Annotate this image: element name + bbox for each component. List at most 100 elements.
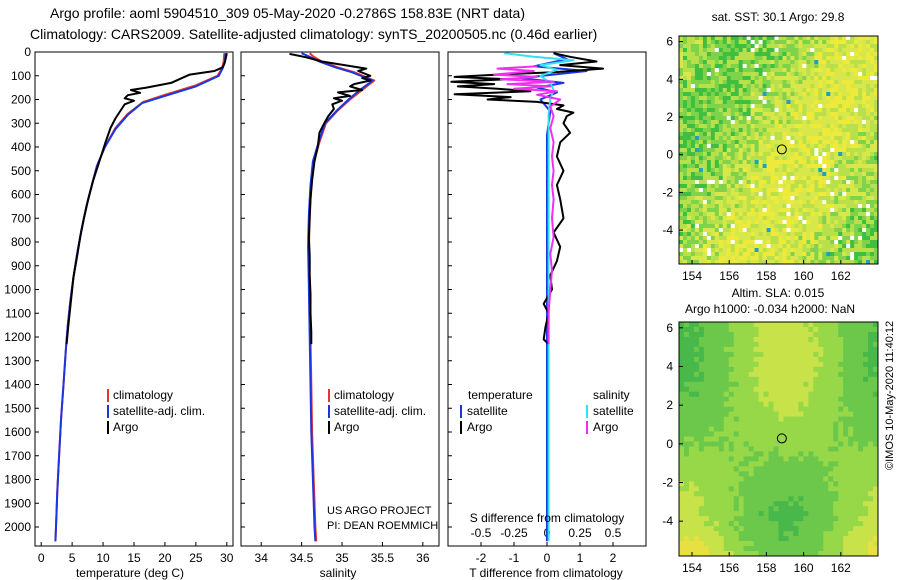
heatmap-cell: [868, 441, 874, 447]
map-y-tick-label: 6: [666, 35, 673, 49]
heatmap-cell: [848, 421, 854, 427]
legend-temperature-title: temperature: [468, 388, 533, 402]
heatmap-cell: [738, 168, 744, 173]
heatmap-cell: [706, 124, 712, 129]
heatmap-cell: [854, 96, 859, 101]
heatmap-cell: [722, 240, 728, 245]
heatmap-cell: [838, 421, 844, 427]
heatmap-cell: [726, 152, 732, 157]
heatmap-cell: [726, 100, 732, 105]
heatmap-cell: [754, 252, 759, 257]
heatmap-cell: [738, 40, 744, 45]
heatmap-cell: [708, 411, 715, 417]
heatmap-cell: [830, 44, 835, 49]
heatmap-cell: [862, 144, 867, 149]
heatmap-cell: [734, 184, 740, 189]
heatmap-cell: [814, 148, 819, 153]
heatmap-cell: [848, 331, 854, 338]
heatmap-cell: [730, 204, 736, 209]
heatmap-cell: [793, 326, 799, 333]
heatmap-cell: [782, 124, 787, 129]
heatmap-cell: [842, 248, 847, 253]
heatmap-cell: [703, 491, 710, 497]
heatmap-cell: [703, 536, 710, 542]
heatmap-cell: [798, 541, 804, 547]
heatmap-cell: [790, 116, 795, 121]
heatmap-cell: [733, 451, 740, 457]
heatmap-cell: [758, 426, 764, 432]
heatmap-cell: [753, 331, 760, 338]
heatmap-cell: [826, 128, 831, 133]
y-tick-label: 1800: [4, 473, 31, 487]
heatmap-cell: [823, 386, 829, 393]
heatmap-cell: [766, 172, 771, 177]
heatmap-cell: [862, 152, 867, 157]
heatmap-cell: [826, 188, 831, 193]
heatmap-cell: [758, 521, 764, 527]
heatmap-cell: [693, 386, 700, 393]
heatmap-cell: [798, 431, 804, 437]
heatmap-cell: [690, 184, 696, 189]
heatmap-cell: [786, 248, 791, 253]
heatmap-cell: [863, 471, 869, 477]
heatmap-cell: [698, 156, 704, 161]
heatmap-cell: [766, 140, 771, 145]
heatmap-cell: [733, 406, 740, 413]
heatmap-cell: [790, 188, 795, 193]
heatmap-cell: [818, 391, 824, 398]
heatmap-cell: [742, 172, 748, 177]
heatmap-cell: [748, 491, 755, 497]
heatmap-cell: [703, 421, 710, 427]
heatmap-cell: [683, 461, 690, 467]
heatmap-cell: [723, 491, 730, 497]
heatmap-cell: [778, 104, 783, 109]
heatmap-cell: [790, 156, 795, 161]
heatmap-cell: [718, 104, 724, 109]
heatmap-cell: [838, 326, 844, 333]
heatmap-cell: [842, 200, 847, 205]
heatmap-cell: [706, 184, 712, 189]
heatmap-cell: [834, 60, 839, 65]
heatmap-cell: [822, 240, 827, 245]
heatmap-cell: [750, 72, 756, 77]
heatmap-cell: [766, 108, 771, 113]
heatmap-cell: [743, 331, 750, 338]
heatmap-cell: [823, 376, 829, 383]
heatmap-cell: [810, 36, 815, 41]
heatmap-cell: [810, 132, 815, 137]
heatmap-cell: [778, 108, 783, 113]
heatmap-cell: [746, 216, 752, 221]
heatmap-cell: [718, 124, 724, 129]
heatmap-cell: [679, 240, 684, 245]
heatmap-cell: [848, 416, 854, 422]
heatmap-cell: [683, 481, 690, 487]
heatmap-cell: [708, 376, 715, 383]
heatmap-cell: [763, 431, 769, 437]
heatmap-cell: [798, 346, 804, 353]
heatmap-cell: [682, 184, 688, 189]
heatmap-cell: [770, 228, 775, 233]
heatmap-cell: [822, 164, 827, 169]
heatmap-cell: [679, 411, 685, 417]
heatmap-cell: [790, 36, 795, 41]
heatmap-cell: [706, 60, 712, 65]
heatmap-cell: [728, 326, 735, 333]
heatmap-cell: [742, 140, 748, 145]
heatmap-cell: [710, 124, 716, 129]
heatmap-cell: [846, 72, 851, 77]
heatmap-cell: [782, 60, 787, 65]
heatmap-cell: [703, 511, 710, 517]
heatmap-cell: [866, 220, 871, 225]
heatmap-cell: [834, 260, 839, 265]
heatmap-cell: [810, 84, 815, 89]
heatmap-cell: [850, 240, 855, 245]
heatmap-cell: [778, 68, 783, 73]
heatmap-cell: [723, 466, 730, 472]
heatmap-cell: [798, 376, 804, 383]
heatmap-cell: [842, 188, 847, 193]
heatmap-cell: [730, 144, 736, 149]
heatmap-cell: [794, 184, 799, 189]
heatmap-cell: [803, 521, 809, 527]
heatmap-cell: [808, 341, 814, 348]
heatmap-cell: [788, 426, 794, 432]
